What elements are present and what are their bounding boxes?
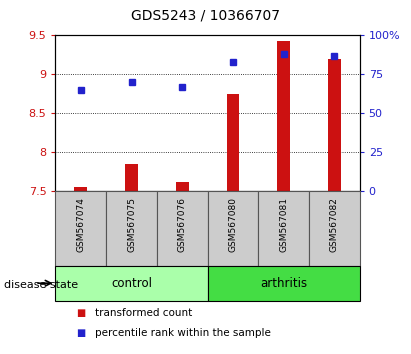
Text: GSM567074: GSM567074 — [76, 197, 85, 252]
Text: GSM567080: GSM567080 — [229, 197, 238, 252]
Bar — [55, 191, 106, 266]
Bar — [125, 164, 138, 191]
Bar — [226, 94, 239, 191]
Bar — [328, 59, 341, 191]
Text: GSM567075: GSM567075 — [127, 197, 136, 252]
Text: arthritis: arthritis — [260, 277, 307, 290]
Bar — [258, 191, 309, 266]
Text: percentile rank within the sample: percentile rank within the sample — [95, 328, 270, 338]
Bar — [208, 191, 258, 266]
Bar — [309, 191, 360, 266]
Text: disease state: disease state — [4, 280, 78, 290]
Bar — [106, 191, 157, 266]
Bar — [208, 266, 360, 301]
Text: control: control — [111, 277, 152, 290]
Bar — [277, 41, 290, 191]
Bar — [176, 182, 189, 191]
Text: ■: ■ — [76, 328, 85, 338]
Bar — [74, 187, 87, 191]
Text: ■: ■ — [76, 308, 85, 318]
Text: GDS5243 / 10366707: GDS5243 / 10366707 — [131, 9, 280, 23]
Text: GSM567082: GSM567082 — [330, 197, 339, 252]
Text: transformed count: transformed count — [95, 308, 192, 318]
Bar — [55, 266, 208, 301]
Bar — [157, 191, 208, 266]
Text: GSM567076: GSM567076 — [178, 197, 187, 252]
Text: GSM567081: GSM567081 — [279, 197, 288, 252]
